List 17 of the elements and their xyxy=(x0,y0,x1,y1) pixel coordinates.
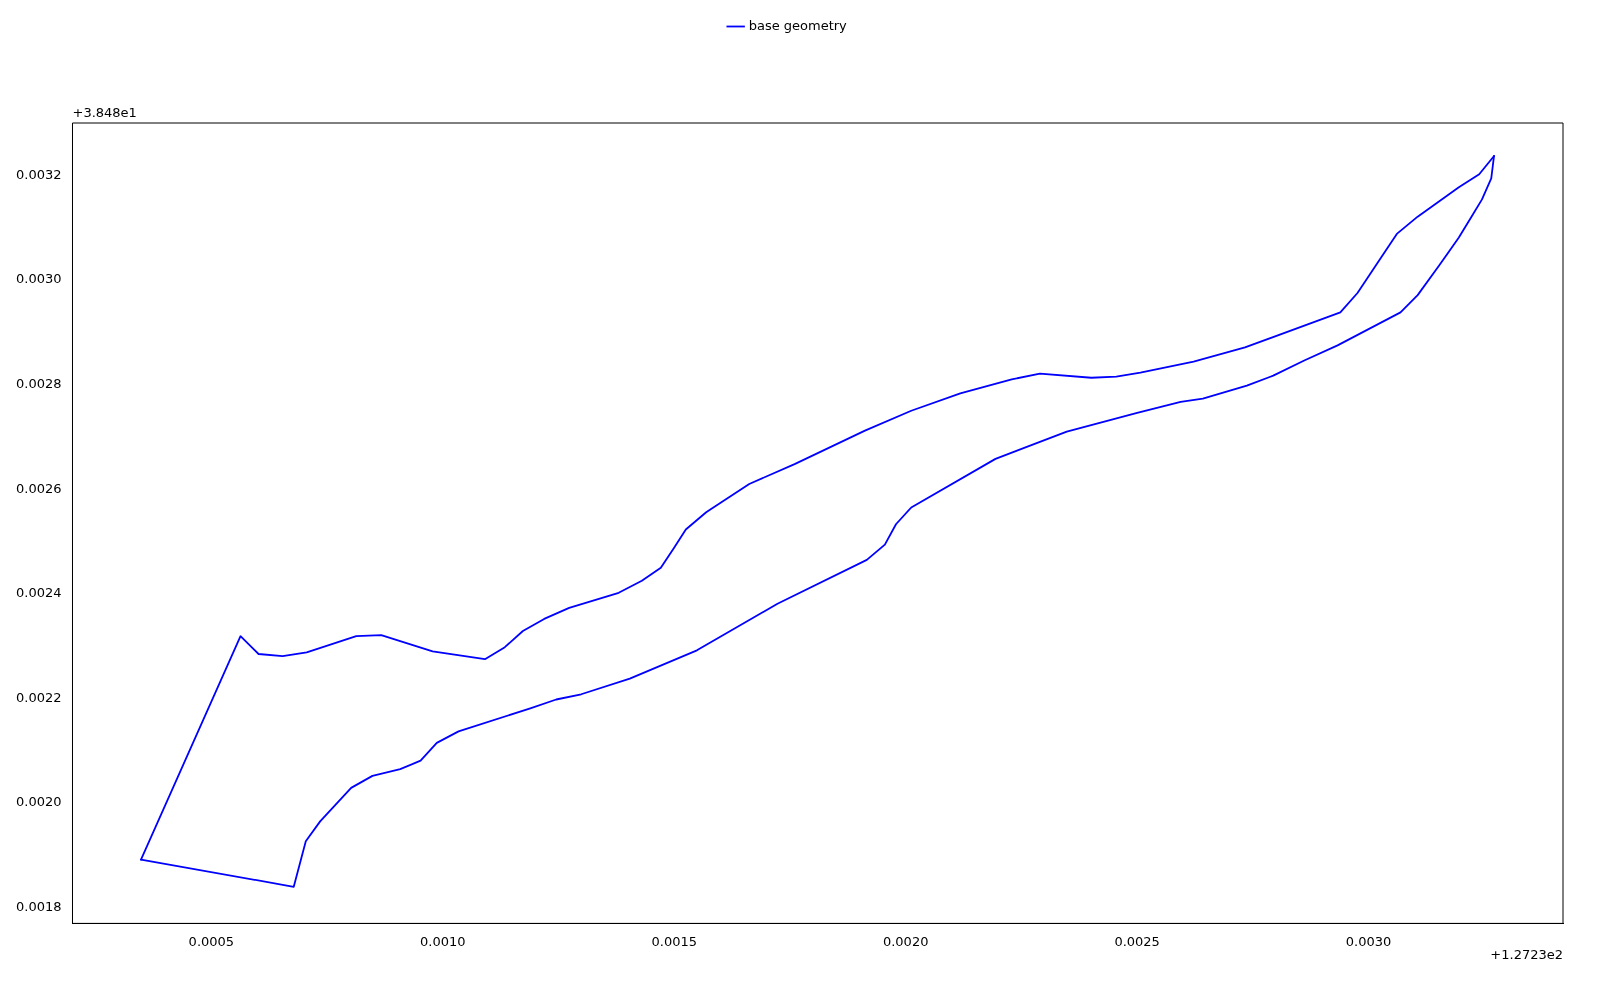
y-tick-label: 0.0026 xyxy=(15,480,62,496)
text: +3.848e1 xyxy=(72,104,137,120)
y-tick-label: 0.0018 xyxy=(15,899,62,915)
y-tick-label: 0.0022 xyxy=(15,689,62,705)
y-tick-label: 0.0020 xyxy=(15,794,62,810)
legend-label: base geometry xyxy=(748,17,848,33)
x-tick-label: 0.0020 xyxy=(882,933,929,949)
text: +1.2723e2 xyxy=(1490,947,1563,963)
x-tick-label: 0.0005 xyxy=(188,933,235,949)
x-tick-label: 0.0015 xyxy=(651,933,697,949)
x-tick-label: 0.0025 xyxy=(1114,933,1160,949)
y-tick-label: 0.0024 xyxy=(15,585,62,601)
y-tick-label: 0.0030 xyxy=(15,271,62,287)
y-tick-label: 0.0032 xyxy=(15,166,62,182)
y-tick-label: 0.0028 xyxy=(15,375,62,391)
x-tick-label: 0.0010 xyxy=(420,933,466,949)
x-tick-label: 0.0030 xyxy=(1345,933,1392,949)
